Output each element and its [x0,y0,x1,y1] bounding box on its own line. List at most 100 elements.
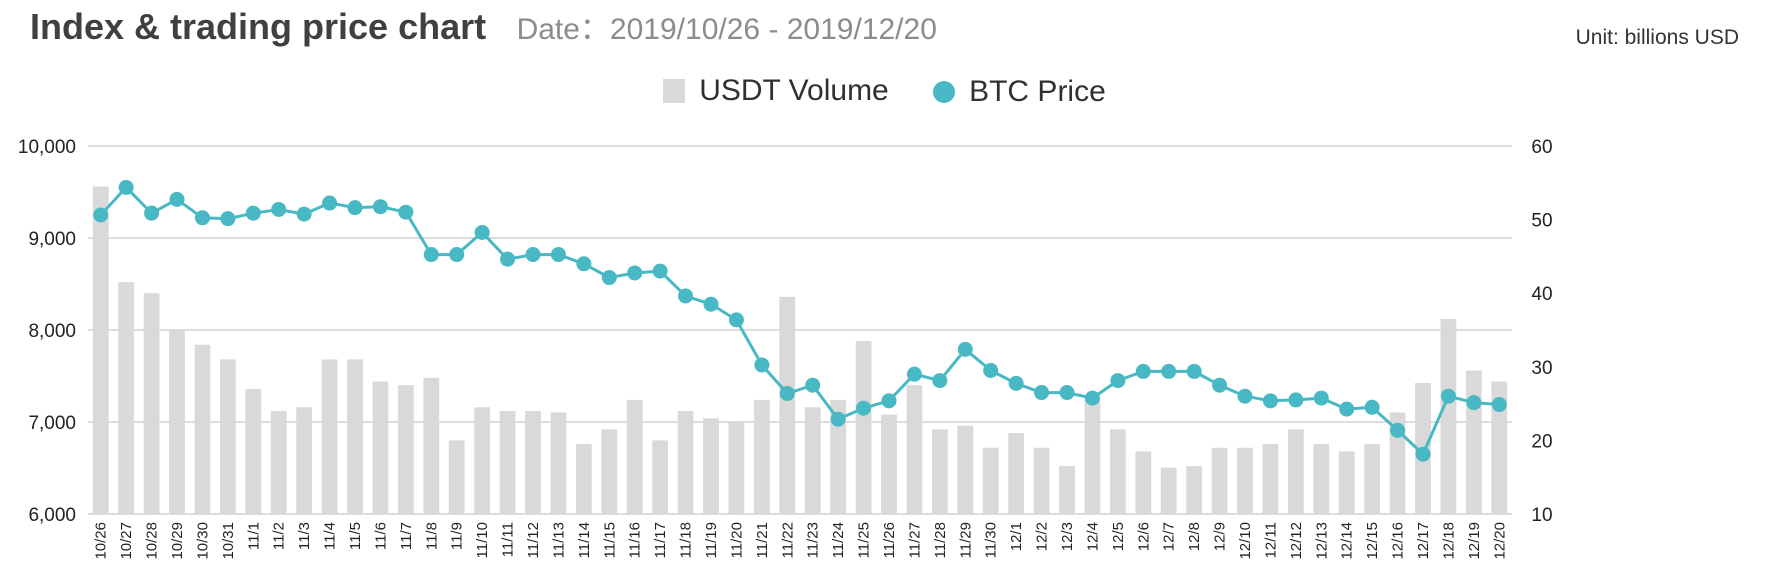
price-point [220,211,236,227]
price-point [1110,373,1126,389]
price-point [728,312,744,328]
price-point [1034,385,1050,401]
price-point [449,247,465,263]
volume-bar [169,330,185,514]
volume-bar [1059,466,1075,514]
price-point [93,207,109,223]
volume-bar [1211,447,1228,514]
chart-date-range: Date：2019/10/26 - 2019/12/20 [516,13,937,46]
price-point [296,206,312,222]
volume-bar [143,293,160,514]
price-point [678,288,694,304]
volume-bar [804,407,821,514]
volume-bar [321,359,338,514]
legend-line-swatch [933,81,956,103]
price-point [881,393,897,409]
price-point [1440,388,1456,404]
x-tick-label: 11/19 [703,522,720,558]
x-tick-label: 12/20 [1491,522,1508,560]
x-tick-label: 12/10 [1237,522,1254,560]
x-tick-label: 11/7 [398,522,415,550]
volume-bar [118,282,135,514]
x-tick-label: 12/2 [1034,522,1051,551]
volume-bar [1008,433,1025,514]
volume-bar [525,410,541,514]
x-tick-label: 11/22 [779,522,796,558]
x-tick-label: 10/28 [144,522,161,560]
price-point [932,373,948,389]
x-tick-label: 12/19 [1466,522,1483,560]
x-tick-label: 11/21 [754,522,771,558]
price-point [627,265,643,281]
volume-bar [1465,370,1482,514]
price-point [245,205,261,221]
x-tick-label: 12/15 [1364,522,1381,560]
volume-bar [855,341,872,514]
price-point [957,341,973,357]
x-tick-label: 11/8 [423,522,440,550]
x-tick-label: 11/18 [678,522,695,558]
x-tick-label: 10/29 [169,522,186,560]
price-point [347,200,363,216]
legend-bar-swatch [663,79,686,103]
price-point [779,385,795,401]
price-point [1491,397,1507,413]
volume-bar [448,440,465,514]
x-tick-label: 11/5 [347,522,364,550]
volume-bars [92,186,1508,515]
x-tick-label: 11/24 [830,522,847,558]
left-tick-label: 8,000 [28,321,76,342]
price-point [398,204,414,220]
price-point [601,270,617,286]
x-tick-label: 12/17 [1415,522,1432,560]
price-point [1415,446,1431,462]
volume-bar [881,414,897,514]
price-point [1364,399,1380,415]
x-tick-label: 12/16 [1390,522,1407,560]
x-tick-label: 11/25 [856,522,873,558]
x-tick-label: 11/11 [500,522,517,557]
price-point [1339,401,1355,417]
price-point [1212,377,1228,393]
volume-bar [1160,467,1177,514]
volume-bar [296,407,313,514]
x-tick-label: 11/23 [805,522,822,558]
volume-bar [652,440,669,514]
x-tick-label: 11/3 [296,522,313,550]
price-point [322,195,338,211]
left-tick-label: 10,000 [18,137,76,158]
volume-bar [499,410,516,514]
right-tick-label: 60 [1531,137,1552,158]
x-tick-label: 11/4 [322,522,339,550]
right-tick-label: 30 [1531,358,1552,379]
chart-title: Index & trading price chart [30,6,487,47]
x-tick-label: 11/10 [474,522,491,558]
price-point [271,201,287,217]
price-point [169,191,185,207]
price-point [118,179,134,195]
x-tick-label: 12/14 [1339,522,1356,560]
volume-bar [931,429,948,514]
volume-bar [906,385,923,514]
price-point [1262,393,1278,409]
left-tick-label: 7,000 [28,413,76,434]
legend-item-price: BTC Price [933,75,1106,109]
left-tick-label: 6,000 [28,505,76,526]
volume-bar [1491,381,1508,514]
x-tick-label: 11/17 [652,522,669,558]
volume-bar [982,447,999,514]
x-tick-label: 11/2 [271,522,288,550]
chart-header: Index & trading price chart Date：2019/10… [30,4,937,48]
left-axis: 6,000 7,000 8,000 9,000 10,000 [18,137,76,526]
volume-bar [92,186,109,515]
volume-bar [347,359,363,514]
price-point [983,362,999,378]
x-tick-label: 11/14 [576,522,593,558]
price-point [474,224,490,240]
x-tick-label: 12/11 [1262,522,1279,558]
volume-bar [372,381,389,514]
price-point [652,263,668,279]
x-tick-label: 12/18 [1440,522,1457,560]
x-tick-label: 12/12 [1288,522,1305,560]
